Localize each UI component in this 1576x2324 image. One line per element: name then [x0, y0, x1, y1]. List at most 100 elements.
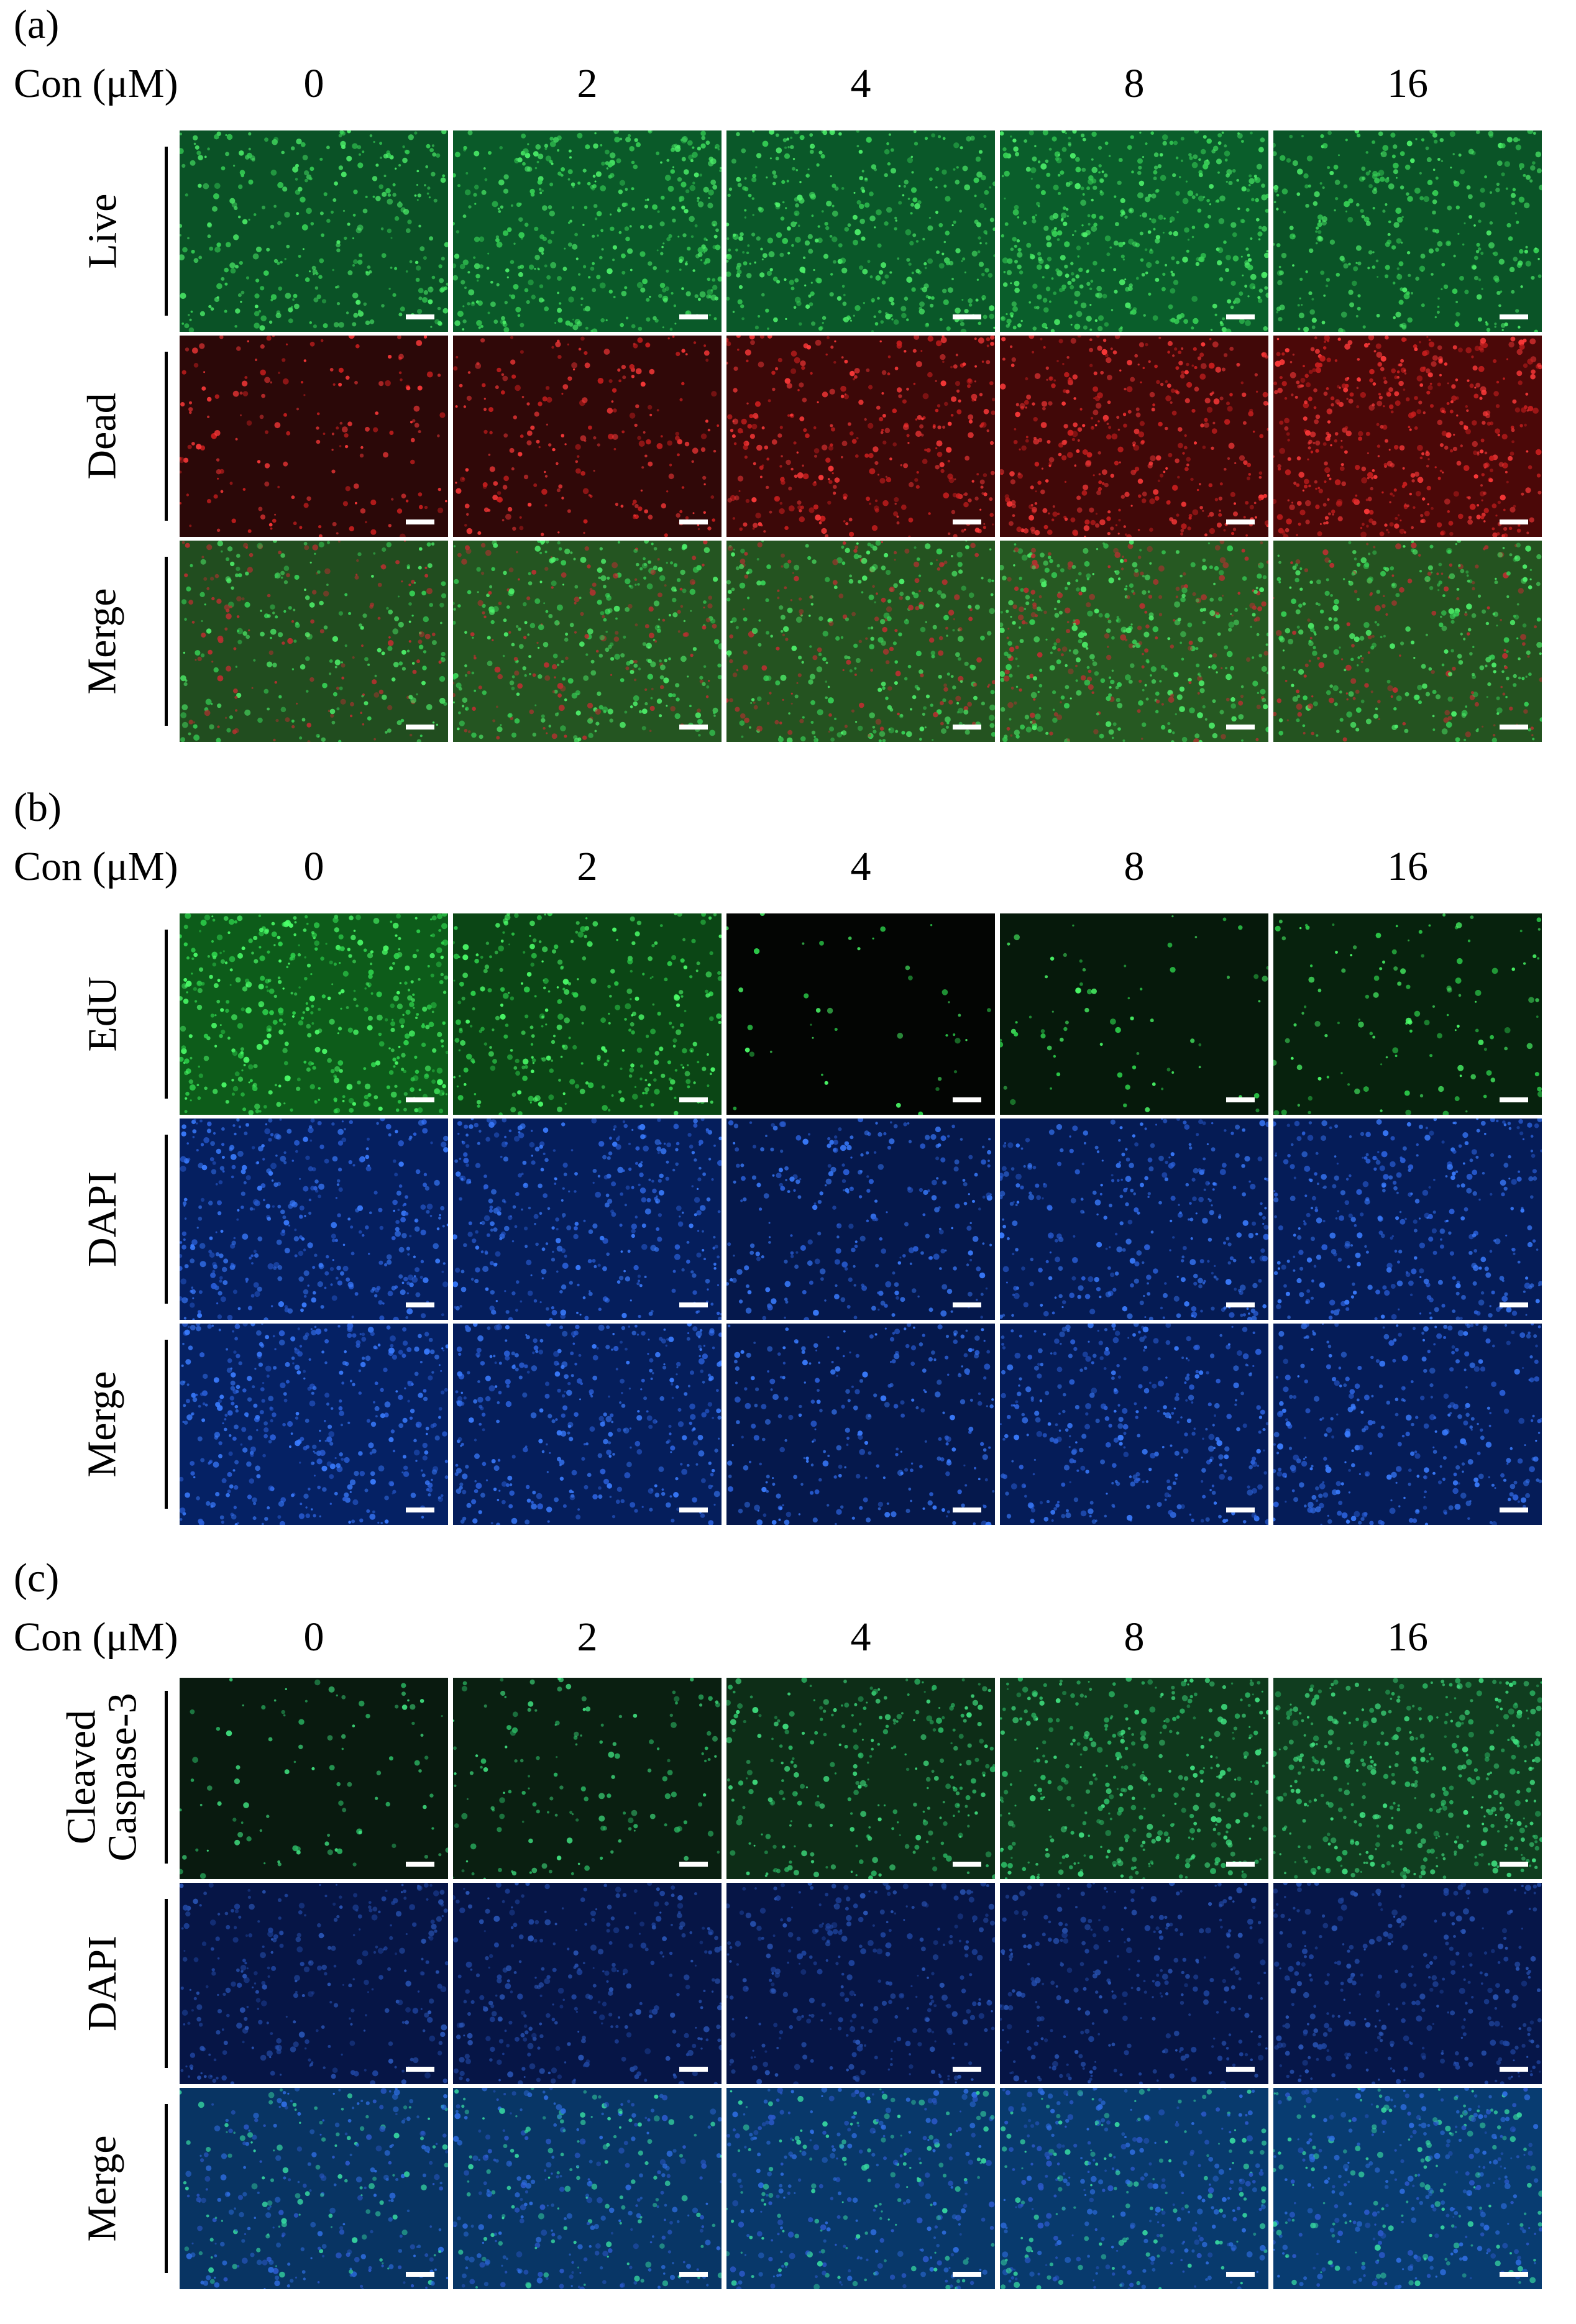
column-header-0: 0	[303, 844, 324, 889]
scale-bar	[1500, 2067, 1528, 2072]
micrograph	[726, 1119, 995, 1320]
row-label-merge: Merge	[62, 1324, 168, 1525]
scale-bar	[1226, 519, 1255, 524]
column-header-8: 8	[1124, 1614, 1145, 1660]
column-header-16: 16	[1387, 1614, 1428, 1660]
column-header-8: 8	[1124, 61, 1145, 106]
micrograph	[1273, 1678, 1542, 1879]
scale-bar	[1500, 2272, 1528, 2277]
micrograph	[180, 336, 448, 537]
micrograph	[1273, 1883, 1542, 2084]
scale-bar	[406, 519, 434, 524]
concentration-label: Con (μM)	[14, 61, 178, 106]
micrograph	[1000, 130, 1268, 332]
scale-bar	[953, 1507, 981, 1512]
scale-bar	[1226, 1097, 1255, 1102]
micrograph	[180, 1119, 448, 1320]
micrograph	[453, 130, 722, 332]
micrograph	[180, 2088, 448, 2289]
column-header-8: 8	[1124, 844, 1145, 889]
micrograph	[1273, 1119, 1542, 1320]
row-label-dead: Dead	[62, 336, 168, 537]
scale-bar	[679, 2272, 708, 2277]
row-label-dapi: DAPI	[62, 1119, 168, 1320]
column-header-4: 4	[850, 1614, 871, 1660]
scale-bar	[679, 1302, 708, 1307]
micrograph	[726, 1883, 995, 2084]
scale-bar	[679, 2067, 708, 2072]
column-header-2: 2	[577, 61, 598, 106]
scale-bar	[953, 2067, 981, 2072]
row-label-merge: Merge	[62, 2088, 168, 2289]
micrograph	[453, 913, 722, 1115]
scale-bar	[1500, 314, 1528, 319]
row-label-live: Live	[62, 130, 168, 332]
micrograph	[1000, 336, 1268, 537]
micrograph	[180, 130, 448, 332]
scale-bar	[953, 314, 981, 319]
scale-bar	[953, 725, 981, 730]
column-header-2: 2	[577, 844, 598, 889]
panel-label: (a)	[14, 2, 60, 47]
scale-bar	[1226, 1507, 1255, 1512]
micrograph	[180, 913, 448, 1115]
scale-bar	[679, 519, 708, 524]
scale-bar	[1500, 1862, 1528, 1867]
column-header-4: 4	[850, 844, 871, 889]
micrograph	[453, 1119, 722, 1320]
micrograph	[1000, 1678, 1268, 1879]
micrograph	[453, 1678, 722, 1879]
micrograph	[1273, 2088, 1542, 2289]
row-label-cleaved-caspase-3: Cleaved Caspase-3	[59, 1675, 168, 1880]
column-header-2: 2	[577, 1614, 598, 1660]
column-header-0: 0	[303, 61, 324, 106]
micrograph	[1273, 1324, 1542, 1525]
micrograph	[453, 2088, 722, 2289]
scale-bar	[679, 1862, 708, 1867]
scale-bar	[679, 1097, 708, 1102]
scale-bar	[679, 1507, 708, 1512]
row-label-edu: EdU	[62, 913, 168, 1115]
micrograph	[726, 913, 995, 1115]
micrograph	[1000, 1119, 1268, 1320]
micrograph	[1000, 913, 1268, 1115]
concentration-label: Con (μM)	[14, 1614, 178, 1660]
concentration-label: Con (μM)	[14, 844, 178, 889]
scale-bar	[406, 1862, 434, 1867]
scale-bar	[953, 1302, 981, 1307]
scale-bar	[1226, 2067, 1255, 2072]
micrograph	[453, 541, 722, 742]
micrograph	[180, 1883, 448, 2084]
column-header-16: 16	[1387, 61, 1428, 106]
micrograph	[453, 1324, 722, 1525]
scale-bar	[406, 2272, 434, 2277]
scale-bar	[953, 1097, 981, 1102]
micrograph	[726, 1678, 995, 1879]
row-label-merge: Merge	[62, 541, 168, 742]
scale-bar	[1500, 725, 1528, 730]
scale-bar	[1500, 1302, 1528, 1307]
scale-bar	[1500, 1507, 1528, 1512]
micrograph	[453, 336, 722, 537]
micrograph	[726, 541, 995, 742]
micrograph	[726, 1324, 995, 1525]
micrograph	[180, 541, 448, 742]
micrograph	[1273, 130, 1542, 332]
micrograph	[453, 1883, 722, 2084]
scale-bar	[1226, 1862, 1255, 1867]
scale-bar	[679, 314, 708, 319]
scale-bar	[406, 1097, 434, 1102]
micrograph	[1273, 541, 1542, 742]
panel-c: (c) Con (μM) 0 2 4 8 16 Cleaved Caspase-3…	[0, 1553, 1576, 2324]
panel-a: (a) Con (μM) 0 2 4 8 16 Live Dead Merge	[0, 0, 1576, 771]
scale-bar	[679, 725, 708, 730]
scale-bar	[1226, 314, 1255, 319]
micrograph	[180, 1324, 448, 1525]
row-label-dapi: DAPI	[62, 1883, 168, 2084]
scale-bar	[953, 1862, 981, 1867]
scale-bar	[1226, 725, 1255, 730]
micrograph	[1000, 1324, 1268, 1525]
scale-bar	[953, 519, 981, 524]
scale-bar	[1226, 2272, 1255, 2277]
scale-bar	[1500, 1097, 1528, 1102]
